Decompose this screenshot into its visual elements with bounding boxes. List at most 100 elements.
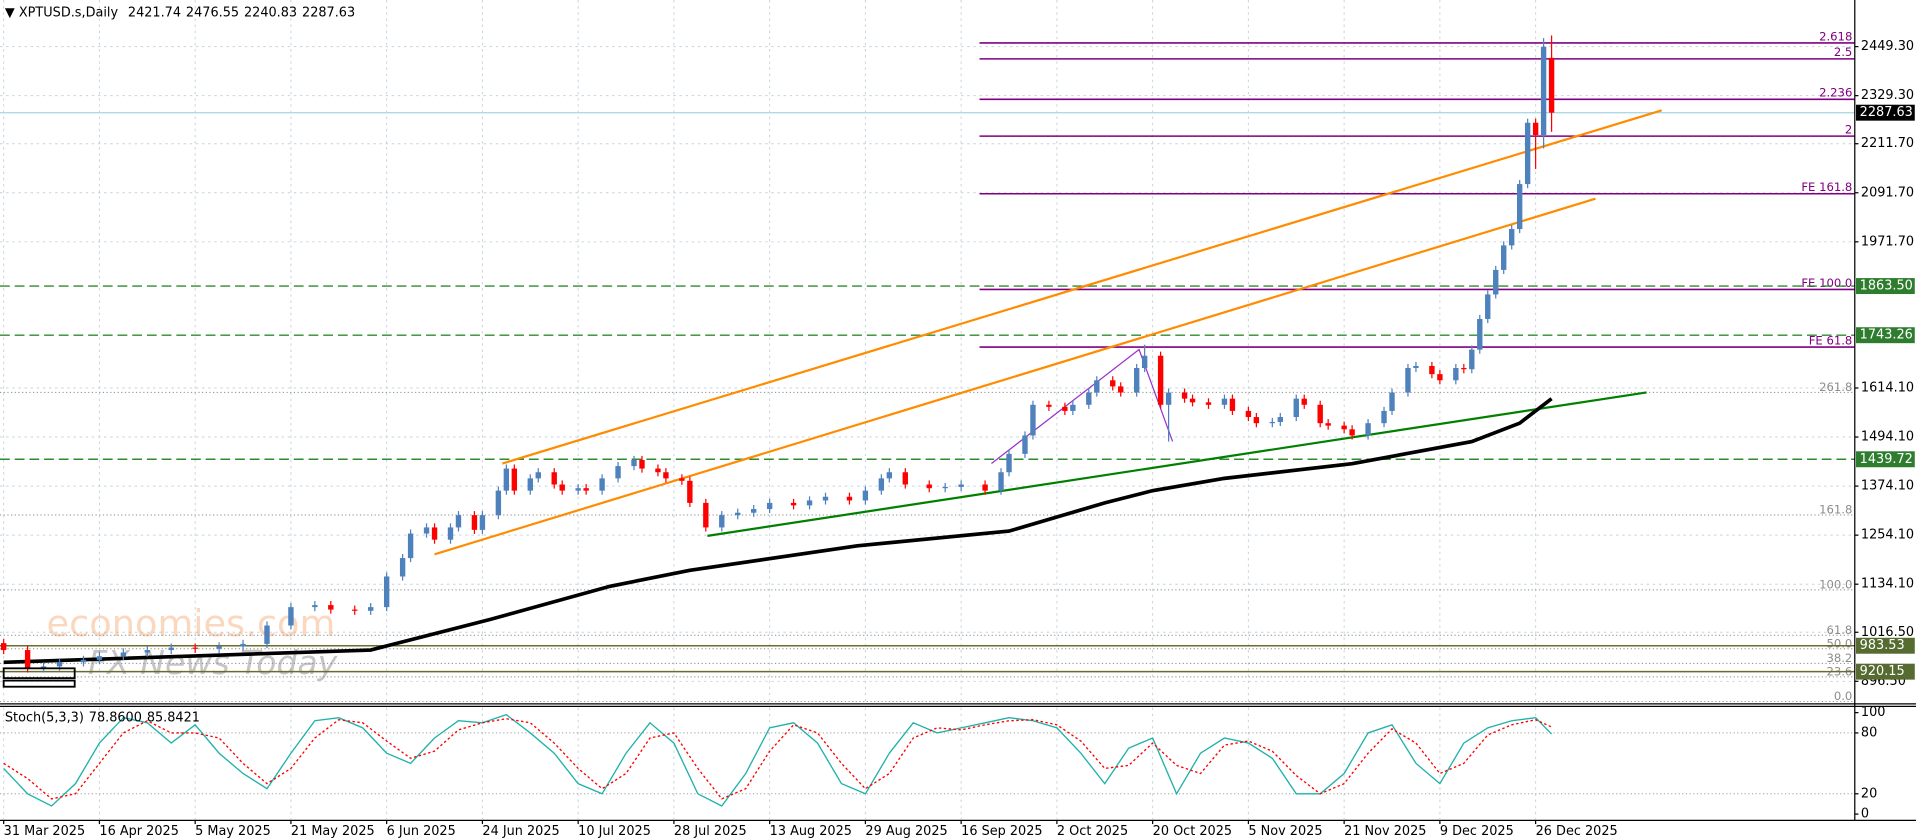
y-tick-label: 1494.10: [1861, 430, 1914, 445]
candle-body: [1157, 355, 1164, 405]
candle-body: [0, 643, 7, 651]
level-label: 1743.26: [1860, 328, 1913, 343]
candle-body: [575, 488, 581, 491]
candle-body: [1062, 406, 1068, 411]
indicator-tick-label: 100: [1861, 705, 1886, 720]
candle-body: [1508, 229, 1515, 246]
candle-body: [806, 500, 813, 506]
x-tick-label: 6 Jun 2025: [387, 824, 456, 839]
candle-body: [447, 527, 454, 540]
candle-body: [368, 607, 374, 611]
levels: 261.8161.8100.061.850.038.223.60.02.6182…: [0, 29, 1855, 703]
candle-body: [846, 496, 853, 501]
trendline: [502, 109, 1663, 465]
candle-body: [615, 466, 621, 479]
ohlc-label: 2240.83: [244, 5, 297, 20]
candle-body: [822, 496, 829, 501]
grid: [0, 0, 1855, 820]
candle-body: [80, 659, 87, 663]
candle-body: [1548, 57, 1555, 113]
candle-body: [1110, 380, 1116, 387]
ohlc-label: 2287.63: [302, 5, 355, 20]
candle-body: [56, 662, 63, 667]
candle-body: [1341, 425, 1347, 430]
candle-body: [168, 647, 174, 651]
candle-body: [1086, 392, 1092, 405]
fib-expansion-label: FE 61.8: [1809, 333, 1853, 347]
candle-body: [1532, 122, 1539, 136]
y-tick-label: 1016.50: [1861, 625, 1914, 640]
candle-body: [1229, 398, 1236, 411]
indicator-tick-label: 80: [1861, 725, 1877, 740]
candle-body: [535, 472, 541, 479]
candle-body: [583, 488, 589, 491]
header-icon: ▼: [5, 5, 19, 20]
watermark: economies.com: [47, 602, 336, 645]
fib-expansion-label: 2.236: [1819, 86, 1852, 100]
y-tick-label: 1971.70: [1861, 234, 1914, 249]
level-label-bg: [1856, 637, 1915, 654]
x-tick-label: 26 Dec 2025: [1536, 824, 1618, 839]
candle-body: [982, 484, 988, 491]
candle-body: [1133, 368, 1140, 393]
candle-body: [1493, 269, 1499, 295]
candle-body: [1094, 380, 1100, 393]
candle-body: [328, 605, 334, 610]
candle-body: [1293, 398, 1299, 418]
x-tick-label: 21 May 2025: [291, 824, 375, 839]
ohlc-label: 2421.74: [128, 5, 181, 20]
candle-body: [1453, 368, 1459, 381]
symbol: XPTUSD.s,Daily: [19, 5, 119, 20]
x-tick-label: 2 Oct 2025: [1057, 824, 1128, 839]
trendline: [991, 348, 1174, 465]
candle-body: [655, 468, 661, 473]
indicator-line: [3, 718, 1552, 800]
candle-body: [383, 576, 390, 608]
candle-body: [352, 609, 358, 611]
candle-body: [1181, 392, 1188, 399]
x-tick-label: 10 Jul 2025: [578, 824, 651, 839]
fib-retracement-label: 261.8: [1819, 380, 1852, 394]
fib-retracement-label: 100.0: [1819, 577, 1852, 591]
level-label: 1439.72: [1860, 452, 1913, 467]
candle-body: [240, 643, 246, 647]
candle-body: [1429, 365, 1435, 375]
candle-body: [942, 486, 948, 489]
level-label: 1863.50: [1860, 279, 1913, 294]
fib-retracement-label: 61.8: [1826, 623, 1852, 637]
candle-body: [399, 558, 406, 577]
level-label-bg: [1856, 663, 1915, 680]
candle-body: [719, 515, 725, 528]
level-label: 983.53: [1860, 638, 1905, 653]
y-tick-label: 2211.70: [1861, 136, 1914, 151]
candle-body: [120, 652, 127, 657]
level-label-bg: [1856, 327, 1915, 344]
fib-retracement-label: 38.2: [1826, 651, 1852, 665]
candle-body: [1365, 423, 1371, 436]
level-label-bg: [1856, 278, 1915, 295]
candle-body: [144, 650, 150, 653]
candle-body: [735, 512, 741, 516]
x-tick-label: 5 Nov 2025: [1248, 824, 1322, 839]
fib-retracement-label: 50.0: [1826, 636, 1852, 650]
candle-body: [663, 472, 669, 479]
candle-body: [1245, 410, 1252, 418]
candle-body: [1022, 435, 1028, 454]
y-tick-label: 1254.10: [1861, 528, 1914, 543]
candle-body: [1461, 368, 1467, 370]
candle-body: [703, 502, 709, 528]
x-tick-label: 24 Jun 2025: [482, 824, 559, 839]
candle-body: [1189, 398, 1196, 403]
indicator-tick-label: 0: [1861, 807, 1869, 822]
x-tick-label: 31 Mar 2025: [4, 824, 85, 839]
candle-body: [1030, 404, 1036, 436]
candle-body: [886, 472, 893, 479]
candle-body: [1325, 423, 1331, 426]
fib-expansion-label: FE 161.8: [1801, 180, 1852, 194]
candle-body: [687, 480, 693, 503]
candle-body: [926, 484, 932, 489]
candle-body: [631, 459, 637, 467]
